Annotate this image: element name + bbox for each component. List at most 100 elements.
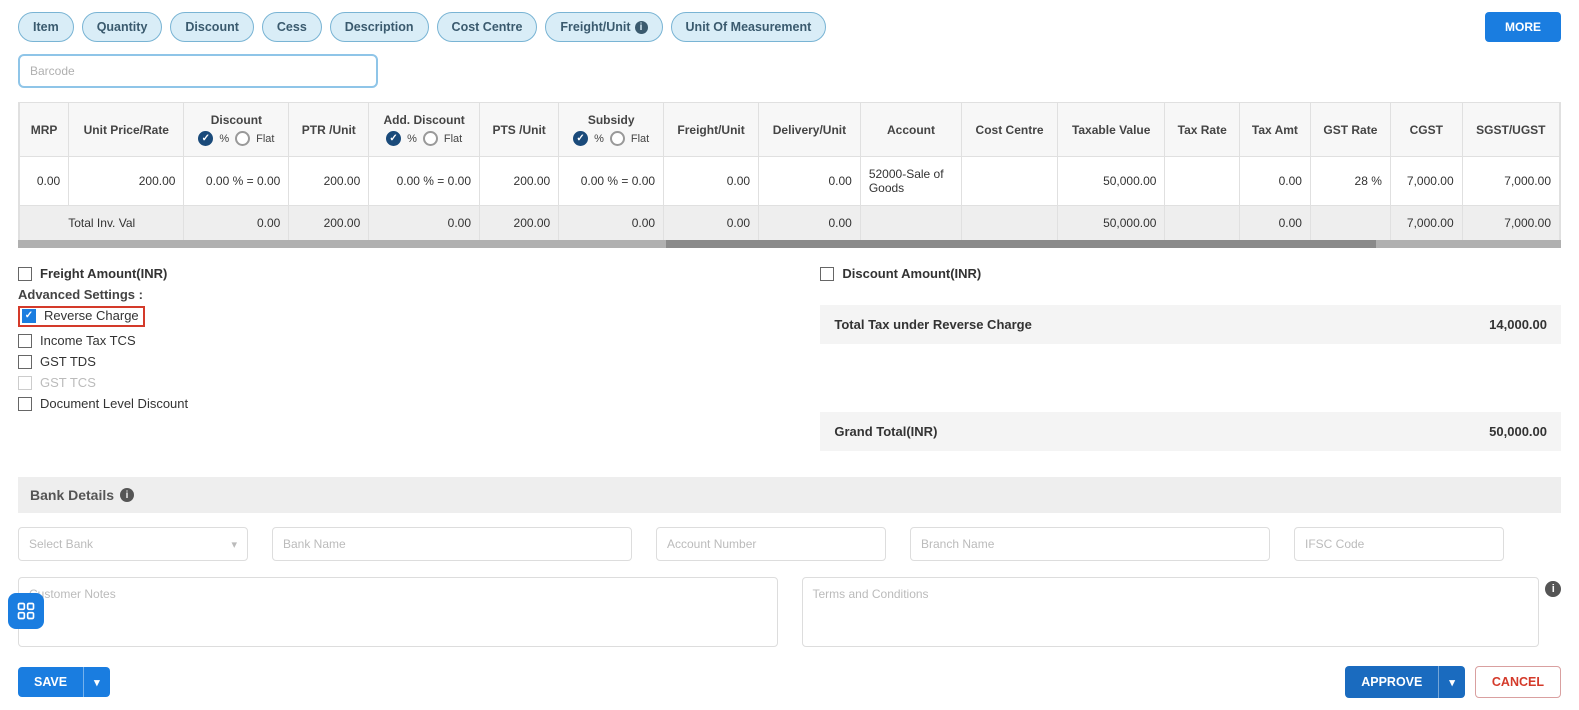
subsidy-pct-label: % [594, 133, 604, 145]
th-cost-centre: Cost Centre [962, 103, 1058, 157]
pill-description[interactable]: Description [330, 12, 429, 42]
save-button[interactable]: SAVE [18, 667, 83, 697]
reverse-charge-summary-value: 14,000.00 [1489, 317, 1547, 332]
pill-cost-centre[interactable]: Cost Centre [437, 12, 538, 42]
cell-account[interactable]: 52000-Sale of Goods [860, 157, 961, 206]
pill-discount[interactable]: Discount [170, 12, 253, 42]
pill-quantity[interactable]: Quantity [82, 12, 163, 42]
discount-flat-label: Flat [256, 133, 274, 145]
th-tax-amt: Tax Amt [1239, 103, 1310, 157]
pill-uom[interactable]: Unit Of Measurement [671, 12, 827, 42]
bank-details-title: Bank Details [30, 487, 114, 503]
th-pts: PTS /Unit [480, 103, 559, 157]
info-icon: i [635, 21, 648, 34]
cancel-button[interactable]: CANCEL [1475, 666, 1561, 698]
approve-button[interactable]: APPROVE [1345, 666, 1438, 698]
total-freight: 0.00 [664, 206, 759, 241]
info-icon[interactable]: i [1545, 581, 1561, 597]
account-number-input[interactable] [656, 527, 886, 561]
total-pts: 200.00 [480, 206, 559, 241]
pill-cess[interactable]: Cess [262, 12, 322, 42]
reverse-charge-checkbox[interactable] [22, 309, 36, 323]
total-discount: 0.00 [184, 206, 289, 241]
info-icon: i [120, 488, 134, 502]
reverse-charge-label: Reverse Charge [44, 308, 139, 323]
total-delivery: 0.00 [759, 206, 861, 241]
add-discount-pct-radio[interactable] [386, 131, 401, 146]
discount-pct-radio[interactable] [198, 131, 213, 146]
advanced-settings-heading: Advanced Settings : [18, 287, 759, 302]
approve-dropdown-button[interactable] [1438, 666, 1465, 698]
cell-freight[interactable]: 0.00 [664, 157, 759, 206]
cell-sgst[interactable]: 7,000.00 [1462, 157, 1559, 206]
gst-tds-checkbox[interactable] [18, 355, 32, 369]
cell-tax-amt[interactable]: 0.00 [1239, 157, 1310, 206]
pill-item[interactable]: Item [18, 12, 74, 42]
cell-taxable[interactable]: 50,000.00 [1057, 157, 1165, 206]
discount-pct-label: % [219, 133, 229, 145]
gst-tcs-label: GST TCS [40, 375, 96, 390]
cell-gst-rate[interactable]: 28 % [1310, 157, 1390, 206]
more-button[interactable]: MORE [1485, 12, 1561, 42]
cell-delivery[interactable]: 0.00 [759, 157, 861, 206]
discount-amount-checkbox[interactable] [820, 267, 834, 281]
total-subsidy: 0.00 [559, 206, 664, 241]
cell-add-discount[interactable]: 0.00 % = 0.00 [369, 157, 480, 206]
grand-total-value: 50,000.00 [1489, 424, 1547, 439]
bank-name-input[interactable] [272, 527, 632, 561]
subsidy-flat-radio[interactable] [610, 131, 625, 146]
discount-flat-radio[interactable] [235, 131, 250, 146]
total-add-discount: 0.00 [369, 206, 480, 241]
total-ptr: 200.00 [289, 206, 369, 241]
table-row[interactable]: 0.00 200.00 0.00 % = 0.00 200.00 0.00 % … [20, 157, 1560, 206]
total-tax-amt: 0.00 [1239, 206, 1310, 241]
table-total-row: Total Inv. Val 0.00 200.00 0.00 200.00 0… [20, 206, 1560, 241]
cell-discount[interactable]: 0.00 % = 0.00 [184, 157, 289, 206]
doc-level-discount-label: Document Level Discount [40, 396, 188, 411]
save-dropdown-button[interactable] [83, 667, 110, 697]
th-taxable: Taxable Value [1057, 103, 1165, 157]
reverse-charge-highlight: Reverse Charge [18, 306, 145, 327]
select-bank-dropdown[interactable]: Select Bank [18, 527, 248, 561]
total-sgst: 7,000.00 [1462, 206, 1559, 241]
ifsc-input[interactable] [1294, 527, 1504, 561]
select-bank-placeholder: Select Bank [29, 537, 93, 551]
income-tax-tcs-checkbox[interactable] [18, 334, 32, 348]
reverse-charge-summary: Total Tax under Reverse Charge 14,000.00 [820, 305, 1561, 344]
cell-cost-centre[interactable] [962, 157, 1058, 206]
horizontal-scrollbar[interactable] [18, 240, 1561, 248]
subsidy-flat-label: Flat [631, 133, 649, 145]
th-sgst: SGST/UGST [1462, 103, 1559, 157]
grand-total-label: Grand Total(INR) [834, 424, 937, 439]
cell-ptr[interactable]: 200.00 [289, 157, 369, 206]
column-pills: Item Quantity Discount Cess Description … [18, 12, 826, 42]
total-label: Total Inv. Val [20, 206, 184, 241]
add-discount-flat-label: Flat [444, 133, 462, 145]
freight-amount-checkbox[interactable] [18, 267, 32, 281]
th-account: Account [860, 103, 961, 157]
doc-level-discount-checkbox[interactable] [18, 397, 32, 411]
cell-tax-rate[interactable] [1165, 157, 1239, 206]
cell-subsidy[interactable]: 0.00 % = 0.00 [559, 157, 664, 206]
add-discount-flat-radio[interactable] [423, 131, 438, 146]
th-subsidy: Subsidy % Flat [559, 103, 664, 157]
cell-unit-price[interactable]: 200.00 [69, 157, 184, 206]
cell-mrp[interactable]: 0.00 [20, 157, 69, 206]
th-ptr: PTR /Unit [289, 103, 369, 157]
th-discount: Discount % Flat [184, 103, 289, 157]
th-gst-rate: GST Rate [1310, 103, 1390, 157]
item-table: MRP Unit Price/Rate Discount % Flat PTR … [19, 102, 1560, 241]
barcode-input[interactable] [18, 54, 378, 88]
pill-freight-unit-label: Freight/Unit [560, 20, 630, 34]
add-discount-pct-label: % [407, 133, 417, 145]
th-mrp: MRP [20, 103, 69, 157]
subsidy-pct-radio[interactable] [573, 131, 588, 146]
branch-name-input[interactable] [910, 527, 1270, 561]
th-cgst: CGST [1390, 103, 1462, 157]
app-launcher-icon[interactable] [8, 593, 44, 629]
cell-cgst[interactable]: 7,000.00 [1390, 157, 1462, 206]
cell-pts[interactable]: 200.00 [480, 157, 559, 206]
pill-freight-unit[interactable]: Freight/Unit i [545, 12, 662, 42]
th-delivery: Delivery/Unit [759, 103, 861, 157]
item-table-wrap: MRP Unit Price/Rate Discount % Flat PTR … [18, 102, 1561, 241]
